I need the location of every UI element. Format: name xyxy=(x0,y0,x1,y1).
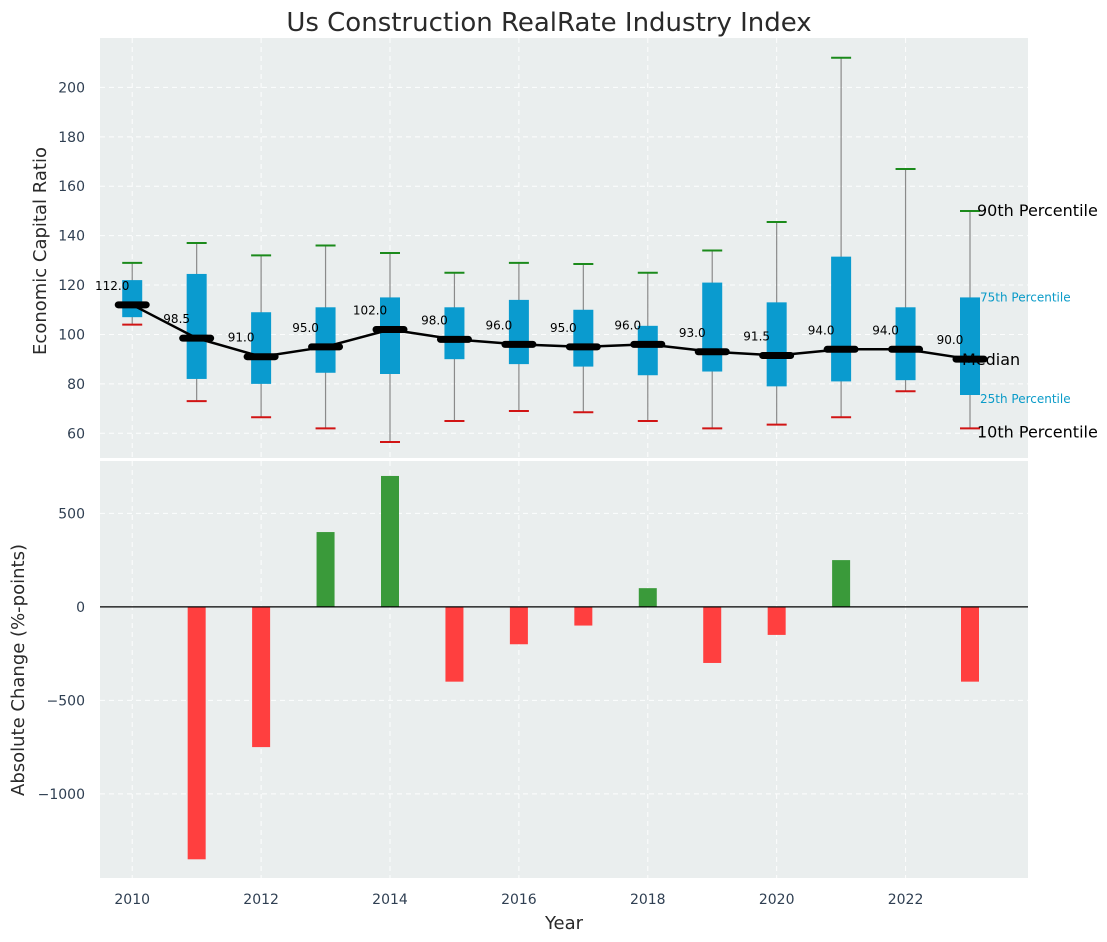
change-bar xyxy=(574,606,593,626)
iqr-box xyxy=(251,312,272,384)
median-value-label: 98.0 xyxy=(421,313,448,327)
median-value-label: 112.0 xyxy=(95,279,129,293)
change-bar xyxy=(381,475,399,607)
bottom-y-tick-label: 500 xyxy=(58,506,85,522)
change-bar xyxy=(252,606,271,748)
iqr-box xyxy=(895,307,916,381)
bottom-marks xyxy=(100,475,1028,860)
change-bar xyxy=(767,606,786,635)
bottom-y-tick-label: −1000 xyxy=(38,787,85,803)
x-tick-label: 2018 xyxy=(630,892,666,908)
bottom-y-tick-label: 0 xyxy=(76,600,85,616)
iqr-box xyxy=(960,297,980,395)
median-value-label: 90.0 xyxy=(937,333,964,347)
bottom-panel-background xyxy=(100,461,1028,878)
legend-p10: 10th Percentile xyxy=(977,422,1098,441)
legend-median: Median xyxy=(962,350,1020,369)
top-y-tick-label: 60 xyxy=(67,426,85,442)
x-tick-label: 2016 xyxy=(501,892,537,908)
x-tick-label: 2022 xyxy=(888,892,924,908)
median-value-label: 91.0 xyxy=(228,331,255,345)
top-y-tick-label: 160 xyxy=(58,179,85,195)
change-bar xyxy=(961,606,979,682)
top-marks: 112.0 98.5 91.0 95.0 102.0 98.0 96.0 95.0 96.0 93… xyxy=(95,56,988,443)
median-value-label: 94.0 xyxy=(872,323,899,337)
x-tick-label: 2014 xyxy=(372,892,408,908)
median-value-label: 94.0 xyxy=(808,323,835,337)
top-y-tick-label: 180 xyxy=(58,130,85,146)
x-tick-label: 2012 xyxy=(243,892,279,908)
top-y-tick-label: 200 xyxy=(58,80,85,96)
median-value-label: 95.0 xyxy=(292,321,319,335)
x-axis-title: Year xyxy=(544,913,584,934)
legend-q1: 25th Percentile xyxy=(980,392,1071,406)
median-value-label: 91.5 xyxy=(743,329,770,343)
chart-title: Us Construction RealRate Industry Index xyxy=(286,8,811,38)
iqr-box xyxy=(637,325,658,376)
bottom-y-tick-label: −500 xyxy=(47,693,85,709)
median-value-label: 96.0 xyxy=(486,318,513,332)
change-bar xyxy=(638,588,657,607)
x-tick-label: 2020 xyxy=(759,892,795,908)
change-bar xyxy=(187,606,206,860)
iqr-box xyxy=(444,307,465,360)
iqr-box xyxy=(573,309,594,367)
change-bar xyxy=(509,606,528,645)
top-y-tick-label: 140 xyxy=(58,229,85,245)
median-value-label: 93.0 xyxy=(679,326,706,340)
top-panel-background xyxy=(100,38,1028,458)
bottom-y-axis-title: Absolute Change (%-points) xyxy=(8,544,29,796)
top-y-tick-label: 80 xyxy=(67,377,85,393)
legend-q3: 75th Percentile xyxy=(980,290,1071,304)
change-bar xyxy=(703,606,722,663)
iqr-box xyxy=(831,256,852,382)
top-y-tick-label: 120 xyxy=(58,278,85,294)
top-y-axis-title: Economic Capital Ratio xyxy=(30,147,51,355)
axes-text: 60 80 100 120 140 160 180 200 −1000 −500 0 500 2010 2… xyxy=(38,80,1098,908)
legend-p90: 90th Percentile xyxy=(977,201,1098,220)
change-bar xyxy=(316,532,335,607)
median-value-label: 96.0 xyxy=(614,318,641,332)
median-value-label: 98.5 xyxy=(163,312,190,326)
top-y-tick-label: 100 xyxy=(58,327,85,343)
median-value-label: 95.0 xyxy=(550,321,577,335)
change-bar xyxy=(445,606,464,682)
iqr-box xyxy=(766,302,787,387)
iqr-box xyxy=(315,307,336,373)
iqr-box xyxy=(380,297,400,374)
x-tick-label: 2010 xyxy=(114,892,150,908)
change-bar xyxy=(832,560,851,607)
median-value-label: 102.0 xyxy=(353,304,387,318)
iqr-box xyxy=(186,273,207,379)
iqr-box xyxy=(508,299,529,365)
